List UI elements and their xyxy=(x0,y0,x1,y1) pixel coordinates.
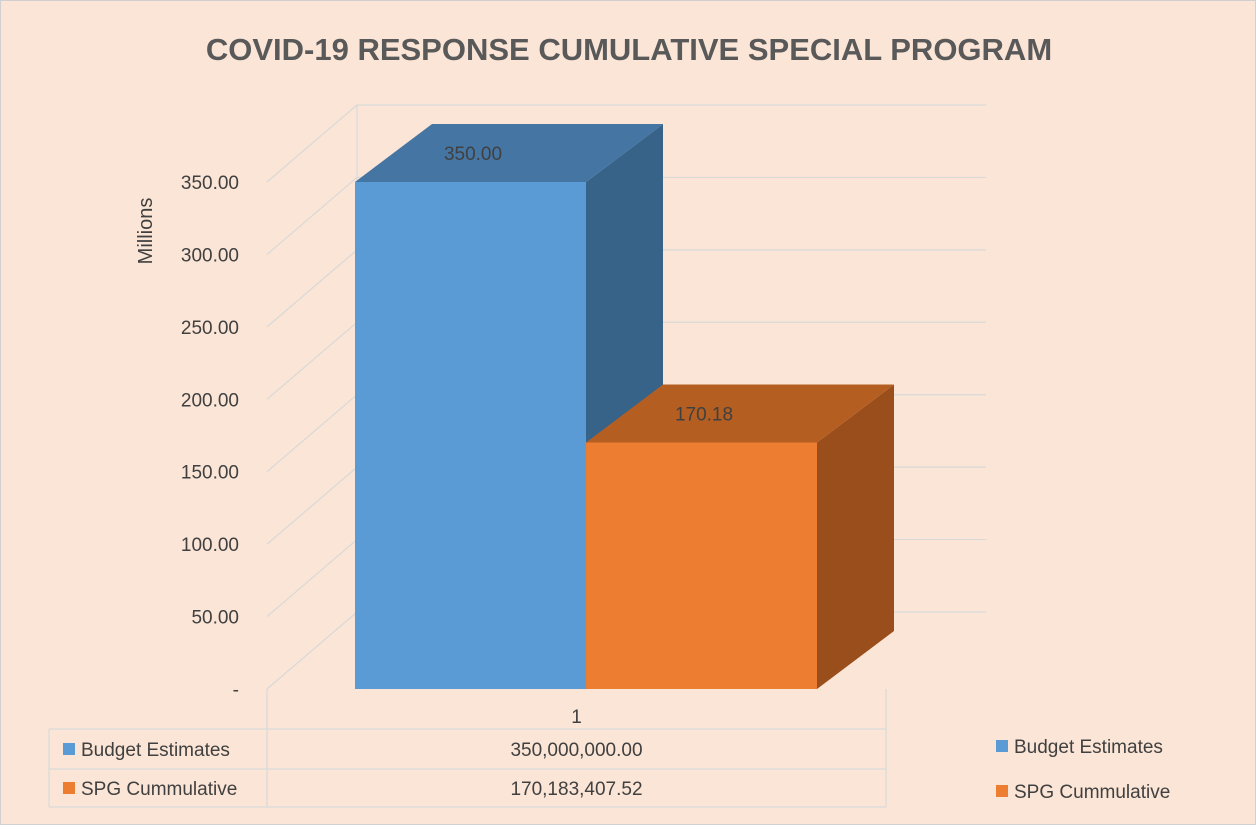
gridline-diagonal xyxy=(266,104,358,183)
y-tick-label: 350.00 xyxy=(181,173,239,194)
gridline-diagonal xyxy=(266,249,358,328)
gridline-diagonal xyxy=(266,539,358,618)
gridline-diagonal xyxy=(266,176,358,255)
legend-key-2 xyxy=(996,785,1008,797)
bar-side-2 xyxy=(817,384,894,689)
legend-key-1 xyxy=(996,740,1008,752)
gridline-diagonal xyxy=(266,321,358,400)
y-tick-label: - xyxy=(233,680,239,701)
bar-2 xyxy=(586,442,817,689)
y-tick-label: 200.00 xyxy=(181,390,239,411)
bar-top-2 xyxy=(586,384,894,443)
data-label-1: 350.00 xyxy=(444,144,502,165)
y-tick-label: 150.00 xyxy=(181,463,239,484)
legend: Budget Estimates SPG Cummulative xyxy=(996,737,1170,803)
bars xyxy=(355,124,894,689)
y-tick-label: 300.00 xyxy=(181,245,239,266)
table-legend-key-2 xyxy=(63,782,75,794)
bar-1 xyxy=(355,182,586,689)
y-tick-label: 100.00 xyxy=(181,535,239,556)
table-legend-key-1 xyxy=(63,743,75,755)
y-axis-title: Millions xyxy=(135,198,157,265)
data-labels: 350.00 170.18 xyxy=(444,144,733,425)
legend-entry: Budget Estimates xyxy=(1014,737,1163,758)
table-series-name: SPG Cummulative xyxy=(81,779,237,800)
table-value: 170,183,407.52 xyxy=(510,779,642,800)
bar-top-1 xyxy=(355,124,663,182)
y-axis-ticks: - 50.00 100.00 150.00 200.00 250.00 300.00 350.… xyxy=(181,173,239,701)
gridline-diagonal xyxy=(266,394,358,473)
legend-entry: SPG Cummulative xyxy=(1014,782,1170,803)
y-tick-label: 250.00 xyxy=(181,318,239,339)
y-tick-label: 50.00 xyxy=(191,608,239,629)
gridline-diagonal xyxy=(266,611,358,690)
data-label-2: 170.18 xyxy=(675,404,733,425)
chart-title: COVID-19 RESPONSE CUMULATIVE SPECIAL PRO… xyxy=(206,32,1052,67)
table-value: 350,000,000.00 xyxy=(510,740,642,761)
gridline-diagonal xyxy=(266,466,358,545)
table-category-label: 1 xyxy=(571,707,582,728)
table-series-name: Budget Estimates xyxy=(81,740,230,761)
data-table: 1 Budget Estimates 350,000,000.00 SPG Cummu… xyxy=(48,689,887,808)
